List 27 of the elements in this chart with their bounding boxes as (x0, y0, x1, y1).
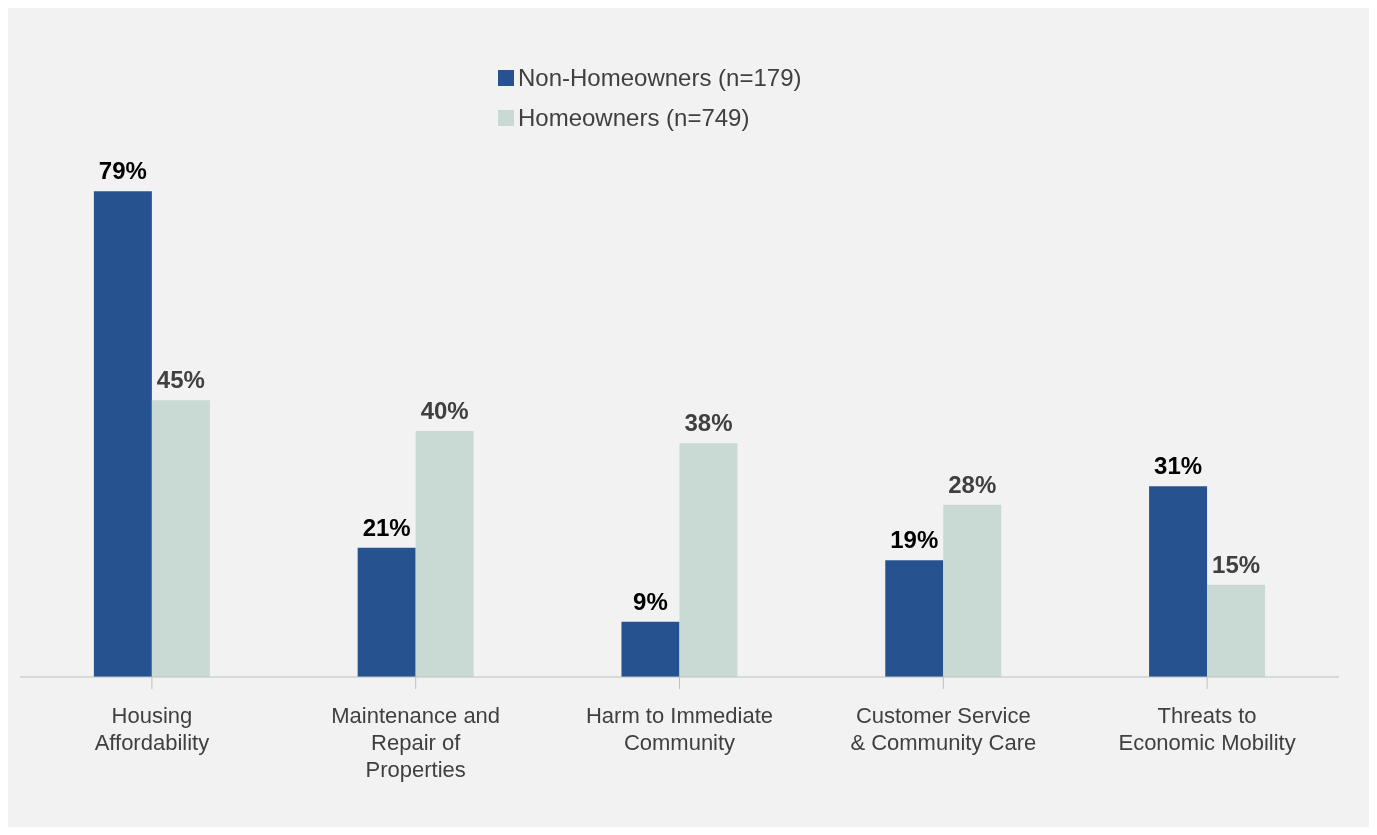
data-label: 38% (684, 409, 733, 437)
bar (93, 191, 152, 677)
data-label: 15% (1212, 550, 1261, 578)
x-tick-label: Maintenance and Repair of Properties (331, 703, 501, 782)
bar (1207, 584, 1266, 677)
bar (885, 560, 944, 677)
data-label: 21% (362, 513, 411, 541)
x-tick-label: Customer Service & Community Care (850, 703, 1037, 755)
data-label: 31% (1154, 452, 1203, 480)
x-tick-label: Threats to Economic Mobility (1118, 703, 1296, 755)
bar (357, 547, 416, 677)
data-label: 19% (890, 526, 939, 554)
bar (943, 504, 1002, 677)
bar (621, 621, 680, 677)
x-tick-label: Housing Affordability (94, 703, 210, 755)
x-tick-label: Harm to Immediate Community (585, 703, 774, 755)
data-label: 40% (420, 397, 469, 424)
data-label: 79% (98, 157, 147, 185)
bar (679, 443, 738, 677)
data-label: 45% (156, 366, 205, 394)
bar (1149, 486, 1208, 677)
legend-label: Homeowners (n=749) (518, 103, 750, 133)
bar (151, 400, 210, 677)
legend-label: Non-Homeowners (n=179) (518, 63, 802, 93)
bar (415, 431, 474, 677)
data-label: 9% (633, 587, 668, 615)
data-label: 28% (948, 470, 997, 498)
